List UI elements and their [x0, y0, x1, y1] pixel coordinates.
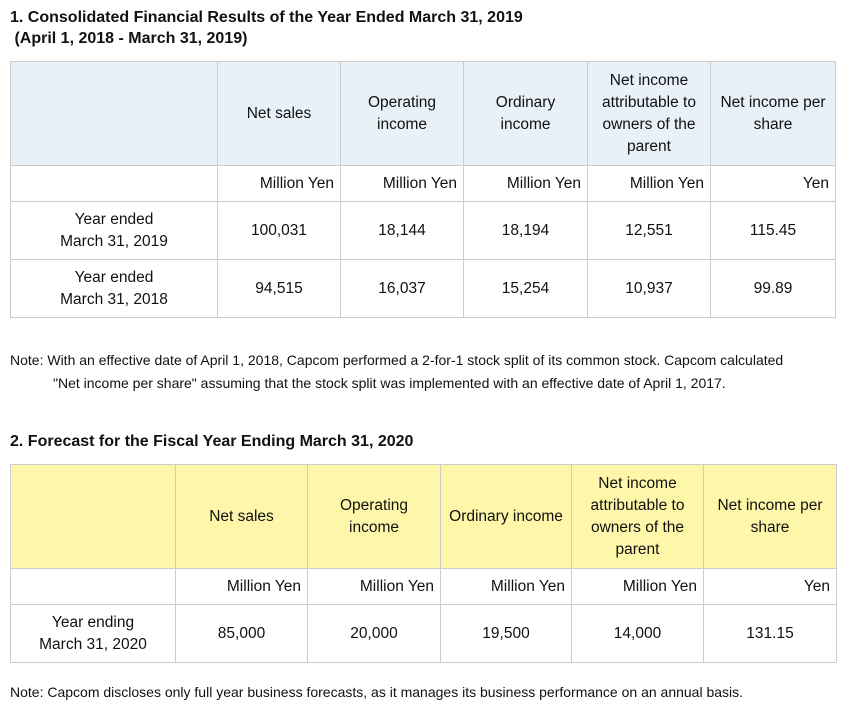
value-cell: 99.89	[710, 259, 836, 318]
row-label-line: March 31, 2020	[39, 635, 147, 653]
forecast-table: Net sales Operating income Ordinary inco…	[10, 464, 837, 663]
value-cell: 10,937	[587, 259, 711, 318]
header-cell: Ordinary income	[440, 464, 572, 569]
unit-cell-empty	[10, 165, 218, 202]
unit-cell: Yen	[710, 165, 836, 202]
row-label-line: Year ended	[74, 210, 154, 228]
unit-row: Million Yen Million Yen Million Yen Mill…	[10, 165, 836, 202]
value-cell: 131.15	[703, 604, 837, 663]
header-cell: Net income attributable to owners of the…	[571, 464, 704, 569]
unit-cell: Million Yen	[463, 165, 588, 202]
header-cell: Net sales	[217, 61, 341, 166]
header-cell: Net income attributable to owners of the…	[587, 61, 711, 166]
unit-cell: Million Yen	[340, 165, 464, 202]
unit-cell: Million Yen	[307, 568, 441, 605]
value-cell: 16,037	[340, 259, 464, 318]
section1-note: Note: With an effective date of April 1,…	[10, 349, 783, 395]
table-row: Year ended March 31, 2018 94,515 16,037 1…	[10, 259, 836, 318]
header-cell: Operating income	[307, 464, 441, 569]
value-cell: 94,515	[217, 259, 341, 318]
unit-cell: Million Yen	[440, 568, 572, 605]
value-cell: 20,000	[307, 604, 441, 663]
unit-cell: Million Yen	[571, 568, 704, 605]
header-cell: Ordinary income	[463, 61, 588, 166]
row-label-line: Year ending	[51, 613, 135, 631]
row-label-line: March 31, 2018	[60, 290, 168, 308]
unit-cell: Million Yen	[175, 568, 308, 605]
value-cell: 15,254	[463, 259, 588, 318]
table-row: Year ending March 31, 2020 85,000 20,000 …	[10, 604, 837, 663]
unit-cell: Million Yen	[217, 165, 341, 202]
row-label: Year ended March 31, 2018	[10, 259, 218, 318]
section2-note: Note: Capcom discloses only full year bu…	[10, 684, 744, 700]
unit-cell: Yen	[703, 568, 837, 605]
value-cell: 85,000	[175, 604, 308, 663]
row-label-line: Year ended	[74, 268, 154, 286]
value-cell: 19,500	[440, 604, 572, 663]
header-cell: Net income per share	[703, 464, 837, 569]
row-label: Year ended March 31, 2019	[10, 201, 218, 260]
header-row: Net sales Operating income Ordinary inco…	[10, 464, 837, 569]
header-cell: Net sales	[175, 464, 308, 569]
note-line: "Net income per share" assuming that the…	[53, 375, 726, 391]
results-table: Net sales Operating income Ordinary inco…	[10, 61, 836, 318]
value-cell: 100,031	[217, 201, 341, 260]
unit-cell-empty	[10, 568, 176, 605]
header-cell: Operating income	[340, 61, 464, 166]
section1-subtitle: (April 1, 2018 - March 31, 2019)	[10, 30, 248, 47]
value-cell: 14,000	[571, 604, 704, 663]
value-cell: 115.45	[710, 201, 836, 260]
header-cell: Net income per share	[710, 61, 836, 166]
row-label: Year ending March 31, 2020	[10, 604, 176, 663]
note-line: Note: With an effective date of April 1,…	[10, 352, 784, 368]
value-cell: 18,194	[463, 201, 588, 260]
header-row: Net sales Operating income Ordinary inco…	[10, 61, 836, 166]
value-cell: 18,144	[340, 201, 464, 260]
table-row: Year ended March 31, 2019 100,031 18,144 …	[10, 201, 836, 260]
section1-title: 1. Consolidated Financial Results of the…	[10, 9, 523, 26]
row-label-line: March 31, 2019	[60, 232, 168, 250]
unit-row: Million Yen Million Yen Million Yen Mill…	[10, 568, 837, 605]
header-cell-empty	[10, 61, 218, 166]
section2-title: 2. Forecast for the Fiscal Year Ending M…	[10, 433, 414, 450]
unit-cell: Million Yen	[587, 165, 711, 202]
header-cell-empty	[10, 464, 176, 569]
value-cell: 12,551	[587, 201, 711, 260]
